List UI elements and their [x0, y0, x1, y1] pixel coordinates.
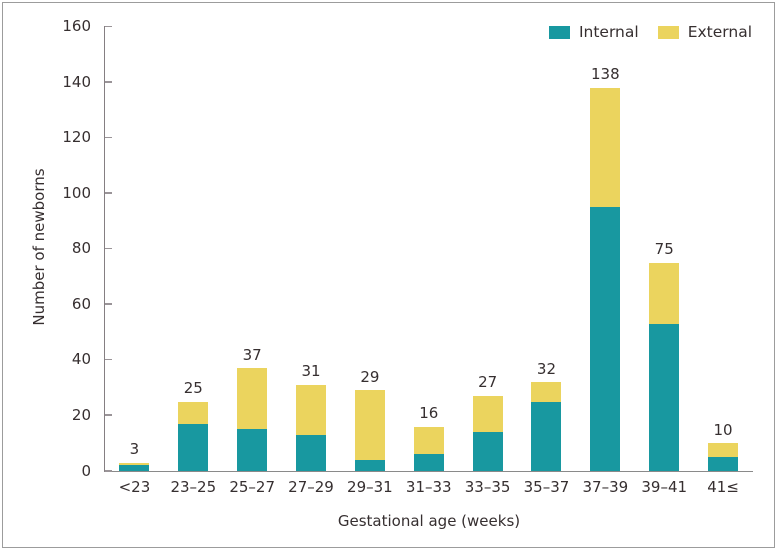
bar-segment-external [119, 462, 150, 466]
x-tick-label: 41≤ [707, 478, 739, 496]
bar-total-label: 29 [360, 367, 380, 386]
bar-total-label: 37 [242, 345, 262, 364]
x-tick-label: 23–25 [170, 478, 217, 496]
bar-segment-external [472, 396, 503, 433]
bar-segment-internal [354, 459, 385, 471]
bar-segment-internal [649, 323, 680, 471]
y-tick-mark-20 [105, 414, 112, 416]
y-tick-label-20: 20 [71, 405, 91, 424]
legend-swatch-internal-icon [548, 25, 570, 39]
legend-swatch-external-icon [657, 25, 679, 39]
bar-total-label: 138 [591, 65, 620, 84]
y-tick-mark-120 [105, 136, 112, 139]
x-tick-label: 35–37 [523, 478, 570, 496]
bar-segment-internal [708, 457, 739, 471]
x-tick-label: 25–27 [229, 478, 275, 496]
x-tick-label: 37–39 [582, 478, 629, 496]
x-axis-title: Gestational age (weeks) [337, 512, 521, 530]
y-tick-label-60: 60 [71, 294, 91, 313]
bar-total-label: 75 [654, 240, 674, 259]
bar-total-label: 10 [713, 420, 733, 439]
bar-segment-internal [590, 207, 621, 471]
bar-segment-external [237, 368, 268, 430]
y-tick-mark-160 [105, 25, 112, 27]
bar-segment-internal [296, 434, 327, 471]
y-tick-label-140: 140 [62, 72, 91, 91]
y-tick-label-80: 80 [71, 239, 91, 258]
bar-segment-external [178, 401, 209, 424]
legend-label: Internal [578, 23, 639, 41]
y-tick-mark-100 [105, 192, 112, 194]
bar-segment-external [296, 384, 327, 435]
bar-total-label: 27 [478, 373, 498, 392]
bar-total-label: 3 [129, 440, 140, 459]
y-tick-mark-80 [105, 247, 112, 250]
bar-segment-internal [119, 465, 150, 471]
bar-segment-external [708, 443, 739, 458]
y-tick-mark-140 [105, 81, 112, 83]
y-tick-mark-40 [105, 358, 112, 361]
y-tick-label-100: 100 [62, 183, 91, 202]
y-tick-label-160: 160 [62, 17, 91, 35]
bar-segment-external [531, 382, 562, 402]
x-tick-label: <23 [118, 478, 151, 496]
legend-label: External [687, 23, 752, 41]
x-tick-label: 31–33 [405, 478, 452, 496]
y-tick-mark-0 [105, 470, 112, 472]
bar-segment-internal [178, 423, 209, 471]
x-tick-label: 39–41 [641, 478, 688, 496]
y-tick-label-0: 0 [81, 461, 91, 480]
bar-segment-external [590, 87, 621, 208]
bar-total-label: 16 [419, 404, 439, 423]
y-tick-mark-60 [105, 303, 112, 305]
y-tick-label-120: 120 [62, 128, 91, 147]
legend: Internal External [548, 23, 752, 41]
legend-item-external: External [657, 23, 752, 41]
y-tick-label-40: 40 [71, 350, 91, 369]
bar-total-label: 31 [301, 362, 321, 381]
legend-item-internal: Internal [548, 23, 639, 41]
bar-segment-external [354, 390, 385, 460]
bar-total-label: 25 [183, 379, 203, 398]
x-tick-label: 33–35 [464, 478, 511, 496]
x-tick-label: 27–29 [288, 478, 334, 496]
bar-segment-internal [237, 429, 268, 471]
bar-segment-internal [472, 432, 503, 471]
plot-area: Number of newborns 0 20 40 60 80 100 120 140 160… [30, 17, 753, 530]
bar-total-label: 32 [536, 359, 557, 378]
bar-segment-internal [413, 454, 444, 471]
bar-segment-external [413, 426, 444, 455]
bar-segment-external [649, 262, 680, 324]
bar-segment-internal [531, 401, 562, 471]
x-tick-label: 29–31 [347, 478, 393, 496]
